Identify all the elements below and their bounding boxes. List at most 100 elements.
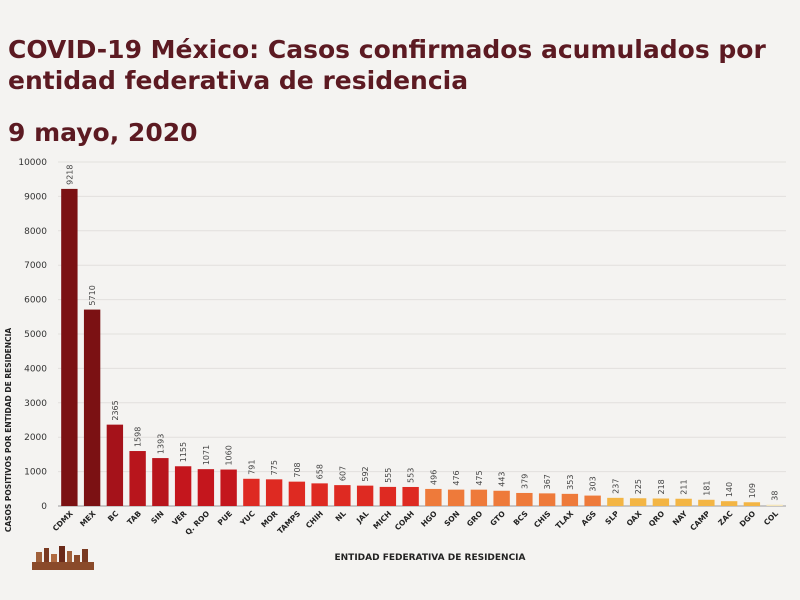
- value-label: 2365: [111, 400, 120, 420]
- category-label: BCS: [512, 509, 530, 527]
- category-label: OAX: [625, 509, 644, 528]
- bar-qro: [652, 498, 670, 506]
- category-label: CAMP: [688, 509, 712, 533]
- y-tick-label: 8000: [24, 227, 47, 237]
- bar-camp: [698, 499, 715, 506]
- category-label: TAMPS: [276, 509, 303, 536]
- value-label: 181: [702, 480, 711, 495]
- value-label: 353: [566, 475, 575, 490]
- category-label: TLAX: [554, 509, 576, 531]
- category-label: TAB: [125, 509, 143, 527]
- category-label: SIN: [149, 509, 166, 526]
- value-label: 443: [498, 471, 507, 486]
- y-tick-label: 9000: [24, 192, 47, 202]
- value-label: 1060: [225, 445, 234, 465]
- category-label: BC: [106, 509, 121, 524]
- bar-nl: [334, 485, 351, 506]
- value-labels: 9218 5710 2365 1598 1393 1155 1071 1060 791 775 70…: [65, 165, 779, 501]
- value-label: 708: [293, 462, 302, 477]
- category-label: JAL: [354, 509, 371, 526]
- value-label: 607: [338, 466, 347, 481]
- category-label: VER: [170, 509, 188, 527]
- category-label: NAY: [671, 509, 690, 528]
- bar-ags: [584, 495, 601, 506]
- category-label: HGO: [419, 509, 439, 529]
- y-tick-label: 10000: [18, 158, 47, 168]
- bar-hgo: [425, 488, 442, 506]
- bar-oax: [629, 498, 647, 506]
- bar-cdmx: [61, 188, 78, 506]
- x-axis-label: ENTIDAD FEDERATIVA DE RESIDENCIA: [335, 553, 526, 563]
- value-label: 1598: [134, 427, 143, 447]
- bar-jal: [356, 485, 374, 506]
- value-label: 791: [247, 460, 256, 475]
- bar-tamps: [288, 481, 306, 506]
- value-label: 775: [270, 460, 279, 475]
- bar-col: [766, 504, 783, 506]
- category-label: MEX: [78, 509, 98, 529]
- bar-ver: [174, 466, 192, 506]
- value-label: 379: [520, 474, 529, 489]
- bar-yuc: [243, 478, 260, 506]
- category-label: ZAC: [716, 509, 735, 528]
- bar-tab: [129, 451, 146, 506]
- value-label: 109: [748, 483, 757, 498]
- bar-q-roo: [197, 469, 215, 506]
- category-label: NL: [334, 509, 348, 523]
- bars: [61, 188, 783, 506]
- bar-nay: [675, 498, 692, 506]
- value-label: 5710: [88, 285, 97, 305]
- category-label: CHIH: [304, 509, 325, 530]
- chart-date: 9 mayo, 2020: [8, 118, 198, 147]
- category-label: COL: [762, 509, 780, 527]
- category-label: YUC: [238, 509, 257, 528]
- bar-gto: [493, 490, 510, 506]
- y-tick-label: 2000: [24, 433, 47, 443]
- category-label: MOR: [259, 509, 279, 529]
- category-label: MICH: [371, 509, 393, 531]
- category-label: SLP: [603, 509, 621, 527]
- bar-sin: [152, 458, 169, 506]
- value-label: 592: [361, 466, 370, 481]
- government-logo-icon: [32, 546, 94, 570]
- value-label: 1071: [202, 445, 211, 465]
- value-label: 553: [407, 468, 416, 483]
- y-tick-label: 0: [41, 502, 47, 512]
- bar-mor: [265, 479, 283, 506]
- category-label: PUE: [216, 509, 234, 527]
- category-label: GTO: [488, 509, 507, 528]
- value-label: 211: [680, 479, 689, 494]
- value-label: 496: [429, 470, 438, 485]
- y-tick-labels: 0 1000 2000 3000 4000 5000 6000 7000 8000 9000 100…: [18, 158, 47, 512]
- category-label: DGO: [738, 509, 758, 529]
- category-label: GRO: [465, 509, 484, 528]
- category-label: SON: [442, 509, 461, 528]
- bar-bcs: [516, 492, 533, 506]
- bar-mex: [83, 309, 101, 506]
- bar-chih: [311, 483, 328, 506]
- value-label: 367: [543, 474, 552, 489]
- value-label: 237: [611, 479, 620, 494]
- grid-lines: [58, 161, 786, 507]
- y-tick-label: 7000: [24, 261, 47, 271]
- bar-gro: [470, 489, 488, 506]
- bar-dgo: [743, 502, 761, 506]
- value-label: 9218: [65, 165, 74, 185]
- bar-chart: 0 1000 2000 3000 4000 5000 6000 7000 8000 9000 100…: [4, 158, 786, 563]
- y-tick-label: 6000: [24, 296, 47, 306]
- category-label: AGS: [579, 509, 598, 528]
- value-label: 140: [725, 482, 734, 497]
- category-label: CHIS: [532, 509, 552, 529]
- value-label: 475: [475, 470, 484, 485]
- chart-title: COVID-19 México: Casos confirmados acumu…: [8, 35, 766, 95]
- y-tick-label: 1000: [24, 468, 47, 478]
- category-label: CDMX: [51, 509, 75, 533]
- y-axis-label: CASOS POSITIVOS POR ENTIDAD DE RESIDENCI…: [4, 328, 13, 533]
- value-label: 658: [316, 464, 325, 479]
- category-label: COAH: [393, 509, 416, 532]
- y-tick-label: 4000: [24, 364, 47, 374]
- bar-mich: [379, 486, 397, 506]
- bar-slp: [607, 497, 624, 506]
- value-label: 225: [634, 479, 643, 494]
